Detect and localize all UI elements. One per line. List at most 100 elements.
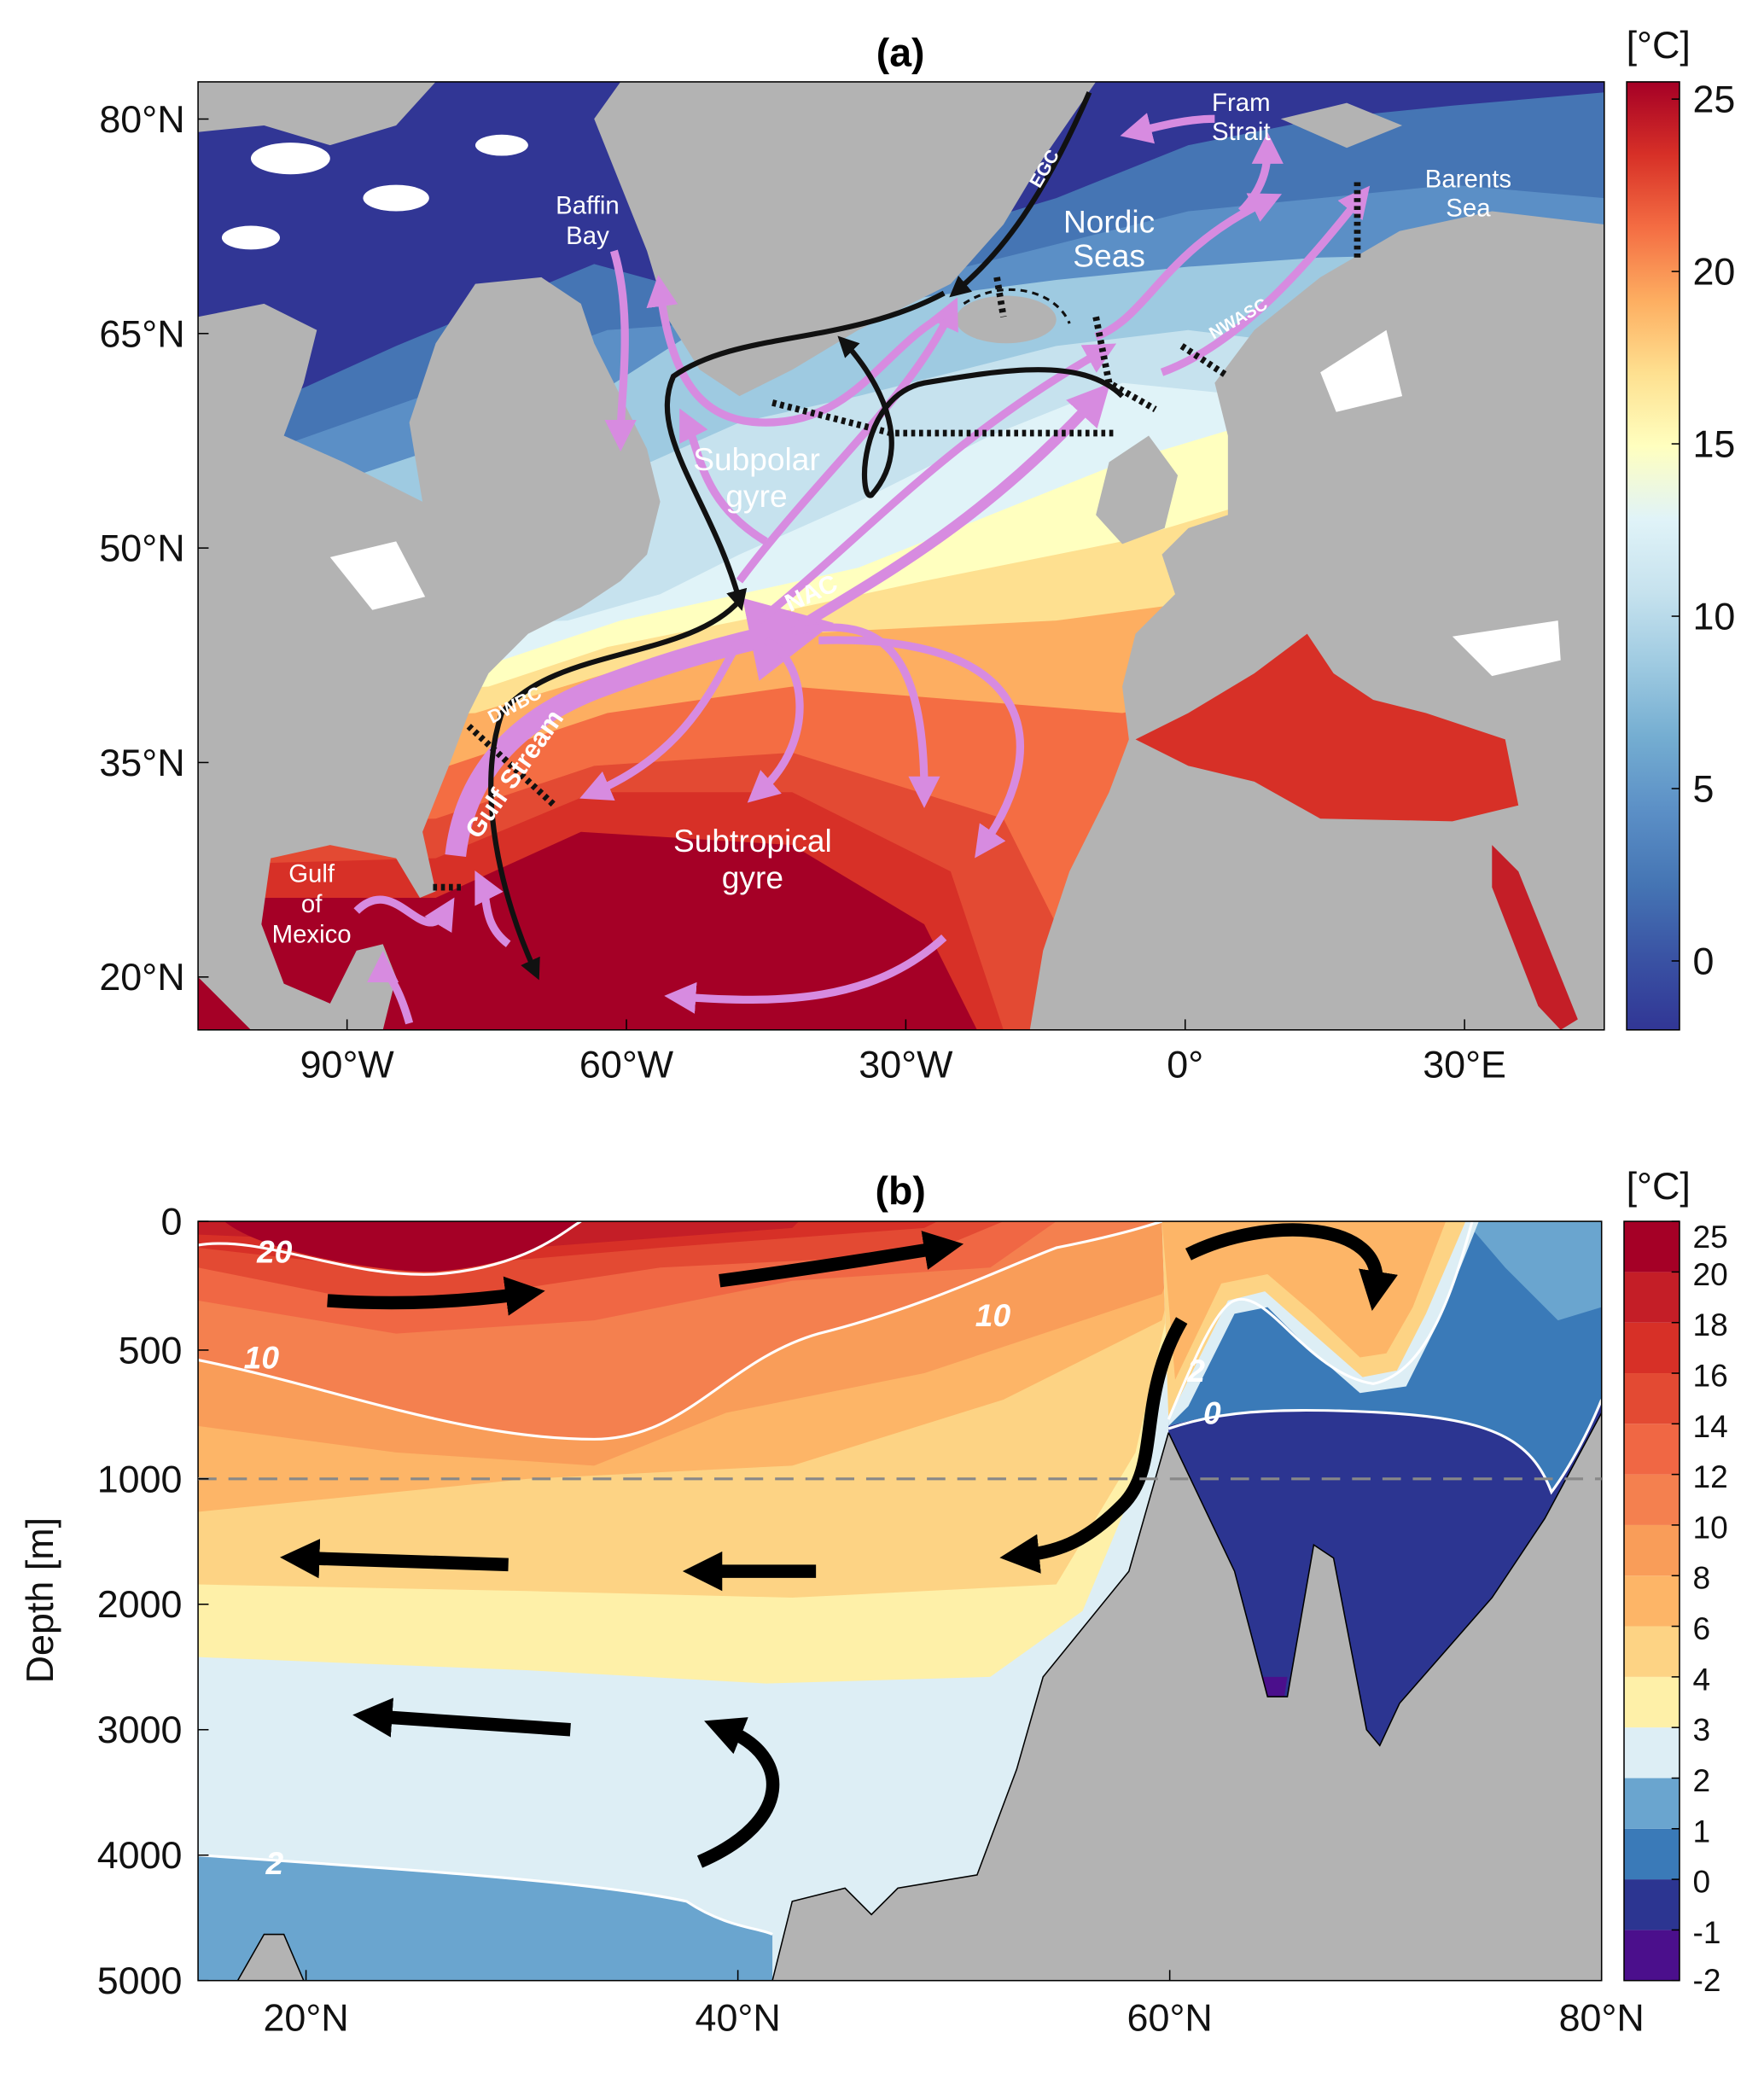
map-part [747, 637, 804, 803]
section-part [224, 1221, 581, 1272]
y-tick-label: 80°N [99, 97, 184, 141]
map-part [956, 295, 1057, 344]
map-part [837, 335, 1125, 498]
map-part [604, 249, 637, 452]
panel-title: (a) [876, 30, 925, 74]
map-part [198, 277, 661, 1030]
annotation: Fram [1212, 89, 1271, 117]
colorbar-tick-label: -1 [1692, 1914, 1720, 1950]
colorbar-band [1624, 1424, 1680, 1475]
map-part [1120, 113, 1215, 144]
section-part [198, 1854, 773, 1936]
map-part [756, 343, 1117, 624]
map-part [664, 935, 947, 1014]
circulation-arrow-part [327, 1276, 545, 1316]
map-part [1492, 845, 1578, 1030]
x-tick-label: 0° [1167, 1042, 1203, 1086]
circulation-arrow-part [352, 1697, 571, 1738]
colorbar-tick-label: 5 [1692, 766, 1714, 810]
colorbar-tick-label: 10 [1692, 595, 1735, 638]
y-tick-label: 65°N [99, 312, 184, 355]
panel-title: (b) [876, 1168, 926, 1213]
colorbar [1626, 81, 1680, 1031]
map-part [789, 383, 1110, 636]
colorbar-tick-label: 10 [1692, 1509, 1727, 1545]
colorbar-tick-label: 0 [1692, 1864, 1710, 1900]
map-part [1135, 633, 1519, 822]
map-part [963, 288, 1071, 324]
colorbar-tick-label: 2 [1692, 1762, 1710, 1798]
map-part [1094, 193, 1283, 341]
colorbar-band [1624, 1575, 1680, 1627]
x-tick-label: 60°N [1127, 1995, 1213, 2039]
colorbar-frame [1623, 1220, 1680, 1982]
annotation: Mexico [272, 921, 352, 949]
axes-frame [197, 81, 1605, 1031]
bathymetry [236, 1412, 1603, 1982]
colorbar-band [1624, 1524, 1680, 1576]
colorbar-tick-label: 1 [1692, 1813, 1710, 1849]
annotation: Sea [1446, 195, 1491, 223]
colorbar-band [1624, 1676, 1680, 1728]
y-tick-label: 0 [161, 1200, 183, 1243]
colorbar-tick-label: 4 [1692, 1661, 1710, 1697]
map-part [466, 724, 557, 808]
colorbar-label: [°C] [1627, 23, 1691, 67]
map-part [1096, 435, 1179, 544]
map-part [363, 184, 429, 212]
map-part [367, 950, 414, 1025]
colorbar-band [1624, 1828, 1680, 1880]
annotation: Bay [566, 222, 609, 250]
map-part [993, 277, 1007, 317]
colorbar-band [1624, 1879, 1680, 1930]
map-part [664, 290, 946, 611]
map-part [736, 297, 958, 584]
section-part [1465, 1221, 1602, 1321]
y-tick-label: 20°N [99, 955, 184, 999]
y-tick-label: 50°N [99, 527, 184, 570]
map-part [221, 225, 280, 250]
y-tick-label: 1000 [97, 1457, 183, 1500]
map-part [594, 81, 1097, 397]
map-part [1320, 329, 1403, 412]
section-part [198, 1221, 1162, 1441]
colorbar-label: [°C] [1627, 1164, 1691, 1208]
annotation: gyre [722, 859, 783, 895]
circulation-arrow [280, 1223, 1398, 1868]
colorbar-band [1624, 1727, 1680, 1779]
colorbar-band [1624, 1221, 1680, 1272]
y-axis-label: Depth [m] [18, 1517, 61, 1683]
map-part [329, 541, 426, 610]
colorbar-tick-label: 20 [1692, 1256, 1727, 1292]
y-tick-label: 500 [119, 1328, 183, 1371]
map-part [1179, 343, 1230, 380]
map-part [1160, 185, 1371, 376]
x-tick-label: 60°W [579, 1042, 674, 1086]
annotation: Seas [1073, 238, 1145, 274]
x-tick-label: 40°N [696, 1995, 781, 2039]
circulation-arrow-part [280, 1539, 509, 1579]
colorbar-tick-label: 20 [1692, 250, 1735, 294]
y-tick-label: 4000 [97, 1833, 183, 1877]
colorbar-tick-label: 18 [1692, 1307, 1727, 1342]
colorbar-tick-label: 8 [1692, 1560, 1710, 1596]
annotation: Subtropical [673, 823, 832, 859]
map-part [250, 143, 330, 175]
map-part [474, 870, 511, 947]
map-part [198, 81, 436, 146]
x-tick-label: 30°W [859, 1042, 953, 1086]
annotation: of [301, 890, 323, 918]
colorbar-tick-label: 12 [1692, 1459, 1727, 1494]
annotation: Strait [1212, 118, 1271, 146]
colorbar-band [1624, 1322, 1680, 1374]
y-tick-label: 3000 [97, 1708, 183, 1751]
colorbar-tick-label: 3 [1692, 1712, 1710, 1748]
circulation-arrow-part [719, 1231, 964, 1288]
map-part [1029, 211, 1604, 1030]
colorbar-band [1624, 1626, 1680, 1677]
map-part [679, 408, 768, 545]
map-part [474, 134, 528, 156]
colorbar-tick-label: 0 [1692, 939, 1714, 982]
circulation-arrow-part [1185, 1223, 1398, 1311]
contour-label: 2 [265, 1845, 283, 1881]
